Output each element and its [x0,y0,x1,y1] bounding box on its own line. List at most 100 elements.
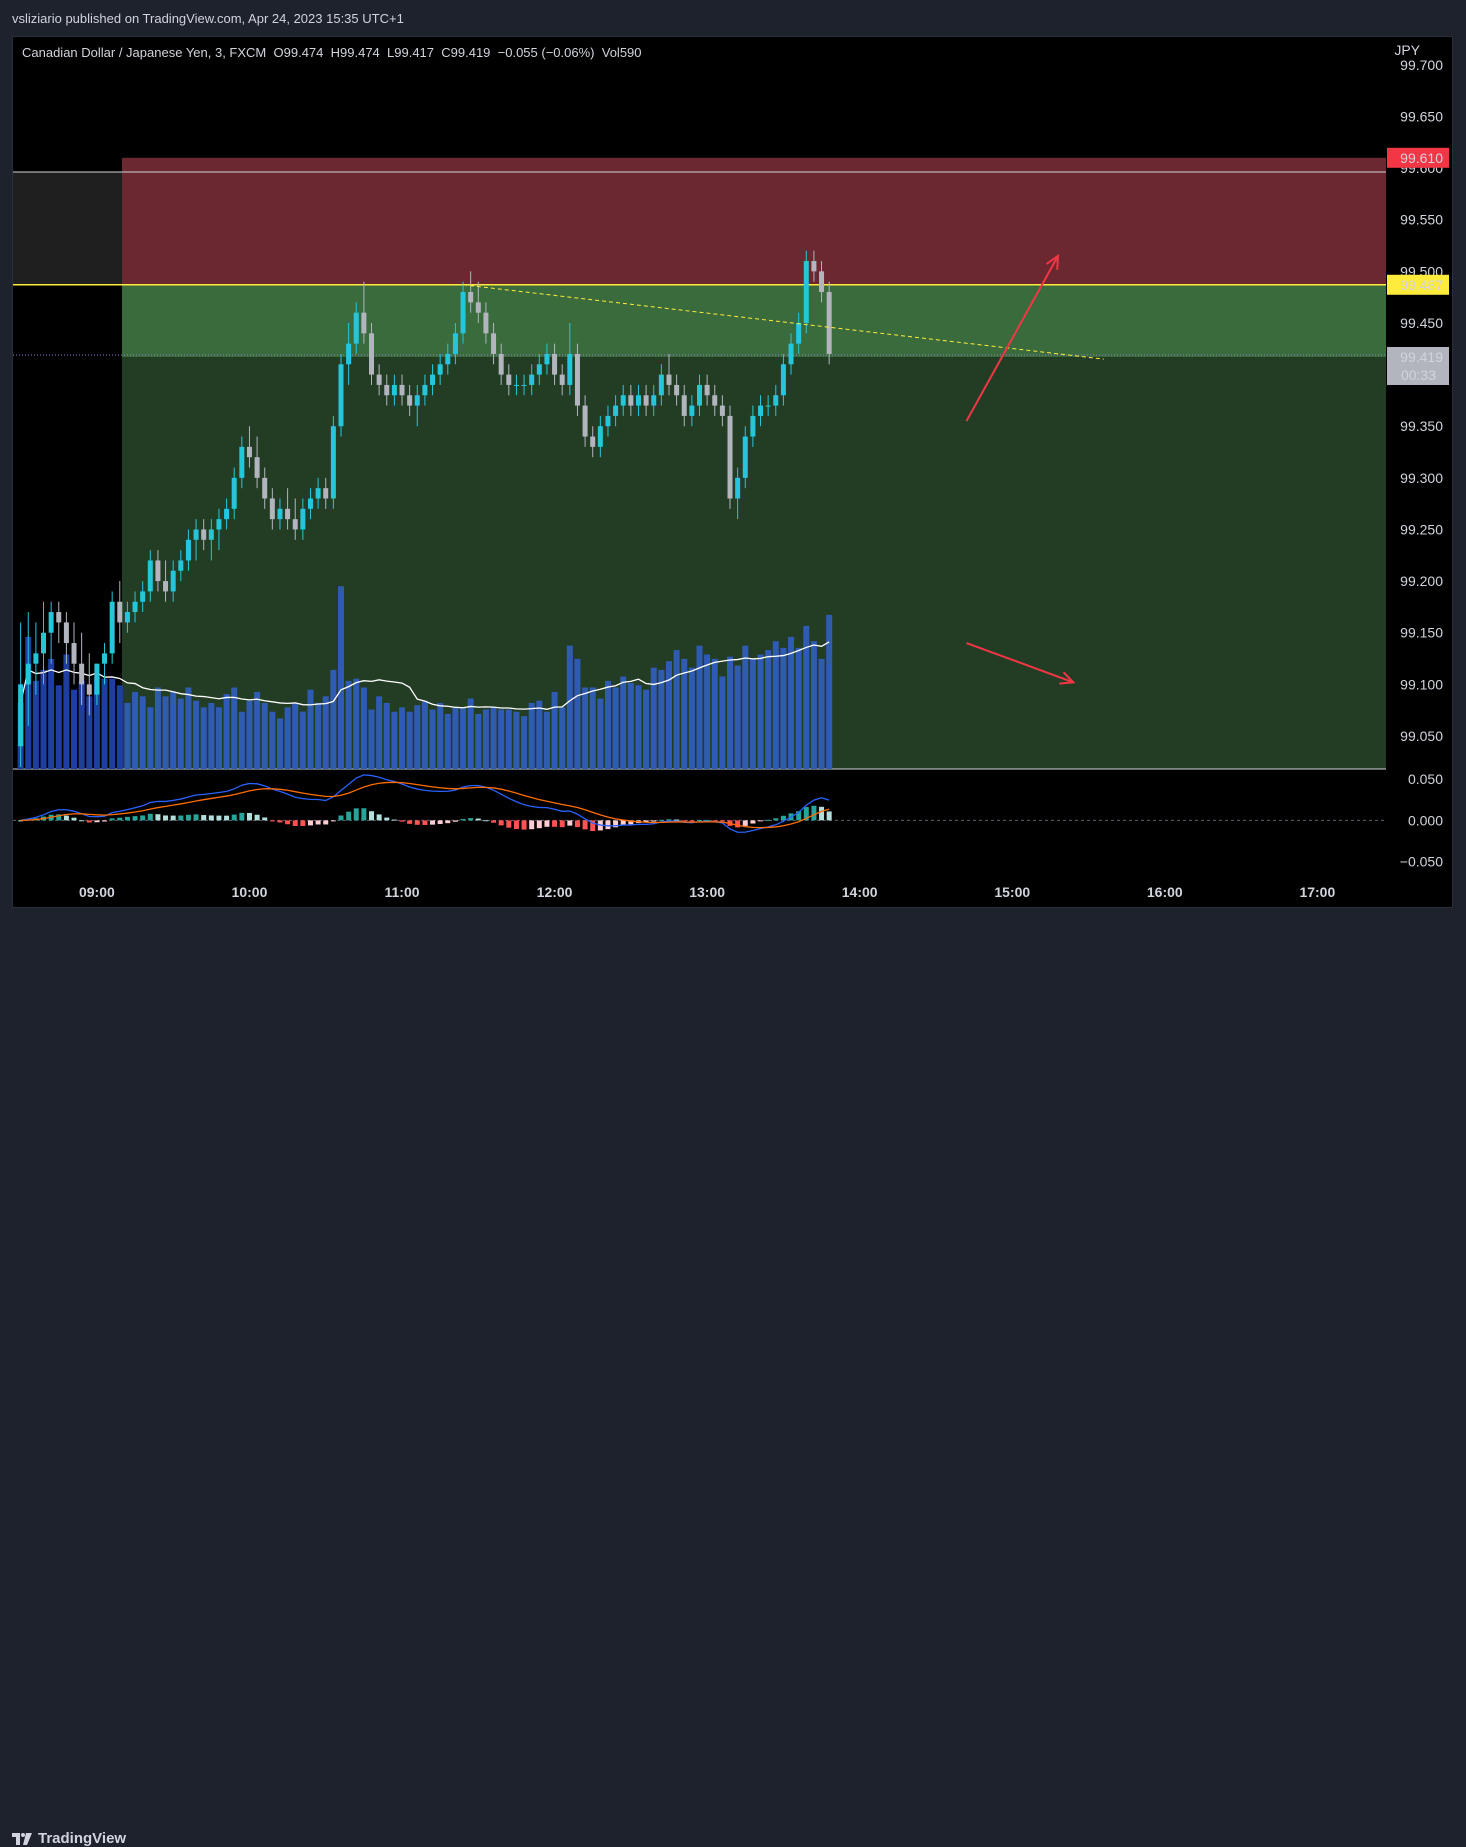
candle-body [712,395,718,406]
price-tick-label: 99.700 [1400,57,1443,73]
time-tick-label: 12:00 [537,884,573,900]
candle-body [277,508,283,520]
macd-histogram-bar [506,820,512,828]
candle-body [18,684,24,747]
volume-bar [337,586,344,769]
price-tick-label: 99.350 [1400,418,1443,434]
candle-body [422,384,428,396]
volume-bar [742,645,749,769]
macd-tick-label: 0.050 [1408,771,1443,787]
candle-body [399,384,405,396]
candle-body [33,653,39,664]
volume-bar [765,650,772,769]
macd-histogram-bar [628,820,634,825]
candle-body [79,663,85,685]
candle-body [590,436,596,447]
volume-bar [86,696,93,769]
volume-bar [536,700,543,769]
macd-histogram-bar [735,820,741,828]
volume-bar [269,711,276,769]
candle-body [330,426,336,499]
volume-bar [727,656,734,769]
macd-histogram-bar [384,817,390,821]
macd-histogram-bar [750,820,756,824]
price-tick-label: 99.250 [1400,521,1443,537]
macd-histogram-bar [155,814,161,821]
volume-bar [566,645,573,769]
volume-bar [421,700,428,769]
candle-body [574,353,580,406]
candle-body [178,560,184,571]
brand-name: TradingView [38,1830,127,1847]
macd-histogram-bar [407,820,413,824]
price-tick-label: 99.050 [1400,728,1443,744]
volume-bar [177,698,184,769]
symbol-name[interactable]: Canadian Dollar / Japanese Yen, 3, FXCM [22,45,267,60]
volume-bar [505,709,512,769]
candle-body [231,477,237,509]
macd-histogram-bar [712,820,718,822]
candle-body [193,529,199,540]
volume-label: Vol [601,45,620,60]
macd-histogram-bar [399,820,405,822]
volume-bar [284,707,291,769]
candle-body [803,261,809,323]
candle-body [300,508,306,530]
macd-histogram-bar [231,814,237,821]
last-price-text: 99.419 [1400,349,1443,365]
candle-body [651,395,657,406]
candle-body [826,292,832,354]
macd-histogram-bar [590,820,596,831]
volume-bar [132,691,139,769]
macd-tick-label: 0.000 [1408,812,1443,828]
volume-bar [627,683,634,769]
candle-body [475,302,481,313]
volume-bar [437,702,444,769]
volume-bar [818,658,825,769]
volume-bar [185,687,192,769]
change-value: −0.055 (−0.06%) [497,45,595,60]
tradingview-logo[interactable]: TradingView [12,1830,126,1847]
macd-histogram-bar [201,815,207,821]
candle-body [750,415,756,437]
macd-histogram-bar [338,815,344,821]
macd-histogram-bar [163,815,169,821]
volume-bar [147,707,154,769]
volume-bar [238,711,245,769]
candle-body [384,384,390,396]
volume-bar [215,707,222,769]
macd-histogram-bar [536,820,542,829]
volume-bar [48,658,55,769]
candle-body [292,519,298,530]
grey-band [13,172,122,285]
candle-body [460,292,466,334]
macd-histogram-bar [498,820,504,826]
macd-histogram-bar [460,818,466,821]
volume-bar [246,700,253,769]
open-value: 99.474 [283,45,324,60]
price-chart[interactable]: 99.70099.65099.60099.55099.50099.45099.4… [0,0,1466,953]
volume-bar [604,680,611,769]
volume-bar [467,698,474,769]
volume-bar [749,658,756,769]
candle-body [285,508,291,520]
macd-histogram-bar [239,812,245,821]
volume-bar [665,661,672,769]
volume-bar [254,691,261,769]
macd-histogram-bar [521,820,527,830]
macd-histogram-bar [697,819,702,821]
candle-body [452,333,458,354]
macd-signal-line [20,781,830,829]
macd-histogram-bar [109,818,115,821]
volume-bar [330,669,337,769]
macd-histogram-bar [63,815,69,821]
macd-histogram-bar [559,820,565,828]
volume-bar [116,685,123,769]
macd-histogram-bar [437,820,443,824]
time-tick-label: 17:00 [1299,884,1335,900]
volume-bar [315,702,322,769]
candle-body [643,395,649,406]
red-level-text: 99.610 [1400,150,1443,166]
macd-histogram-bar [376,814,382,821]
volume-bar [826,614,833,769]
